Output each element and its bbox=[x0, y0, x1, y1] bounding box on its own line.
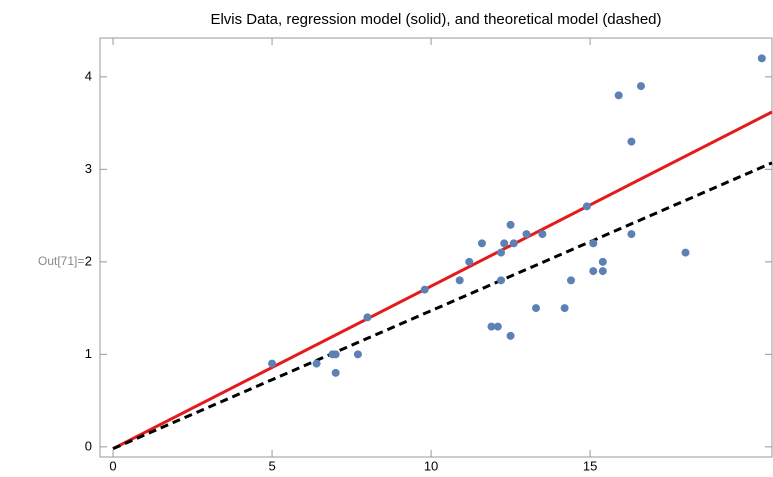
data-point bbox=[567, 276, 576, 285]
x-tick-label: 5 bbox=[268, 458, 275, 473]
data-point bbox=[582, 202, 591, 211]
x-tick-label: 0 bbox=[109, 458, 116, 473]
data-point bbox=[420, 285, 429, 294]
data-point bbox=[627, 137, 636, 146]
data-point bbox=[614, 91, 623, 100]
y-tick-label: 4 bbox=[85, 68, 92, 83]
data-point bbox=[477, 239, 486, 248]
theoretical-line bbox=[112, 161, 773, 451]
data-point bbox=[268, 359, 277, 368]
y-tick-label: 2 bbox=[85, 253, 92, 268]
data-point bbox=[312, 359, 321, 368]
data-point bbox=[589, 267, 598, 276]
y-tick-label: 1 bbox=[85, 346, 92, 361]
data-point bbox=[331, 350, 340, 359]
data-point bbox=[331, 368, 340, 377]
data-point bbox=[353, 350, 362, 359]
y-tick-label: 3 bbox=[85, 161, 92, 176]
data-point bbox=[506, 220, 515, 229]
data-point bbox=[506, 331, 515, 340]
data-point bbox=[598, 267, 607, 276]
data-point bbox=[500, 239, 509, 248]
data-point bbox=[522, 230, 531, 239]
data-point bbox=[538, 230, 547, 239]
data-point bbox=[757, 54, 766, 63]
data-point bbox=[598, 257, 607, 266]
data-point bbox=[465, 257, 474, 266]
data-point bbox=[493, 322, 502, 331]
data-point bbox=[681, 248, 690, 257]
data-point bbox=[627, 230, 636, 239]
x-tick-label: 10 bbox=[424, 458, 438, 473]
output-label: Out[71]= bbox=[38, 254, 84, 268]
data-point bbox=[560, 304, 569, 313]
data-point bbox=[497, 276, 506, 285]
data-point bbox=[497, 248, 506, 257]
data-point bbox=[363, 313, 372, 322]
chart-title: Elvis Data, regression model (solid), an… bbox=[210, 11, 661, 28]
data-point bbox=[532, 304, 541, 313]
data-point bbox=[589, 239, 598, 248]
x-tick-label: 15 bbox=[583, 458, 597, 473]
regression-line bbox=[112, 110, 773, 451]
plot-frame bbox=[99, 37, 773, 458]
data-point bbox=[509, 239, 518, 248]
data-point bbox=[487, 322, 496, 331]
data-point bbox=[636, 82, 645, 91]
data-point bbox=[455, 276, 464, 285]
y-tick-label: 0 bbox=[85, 438, 92, 453]
